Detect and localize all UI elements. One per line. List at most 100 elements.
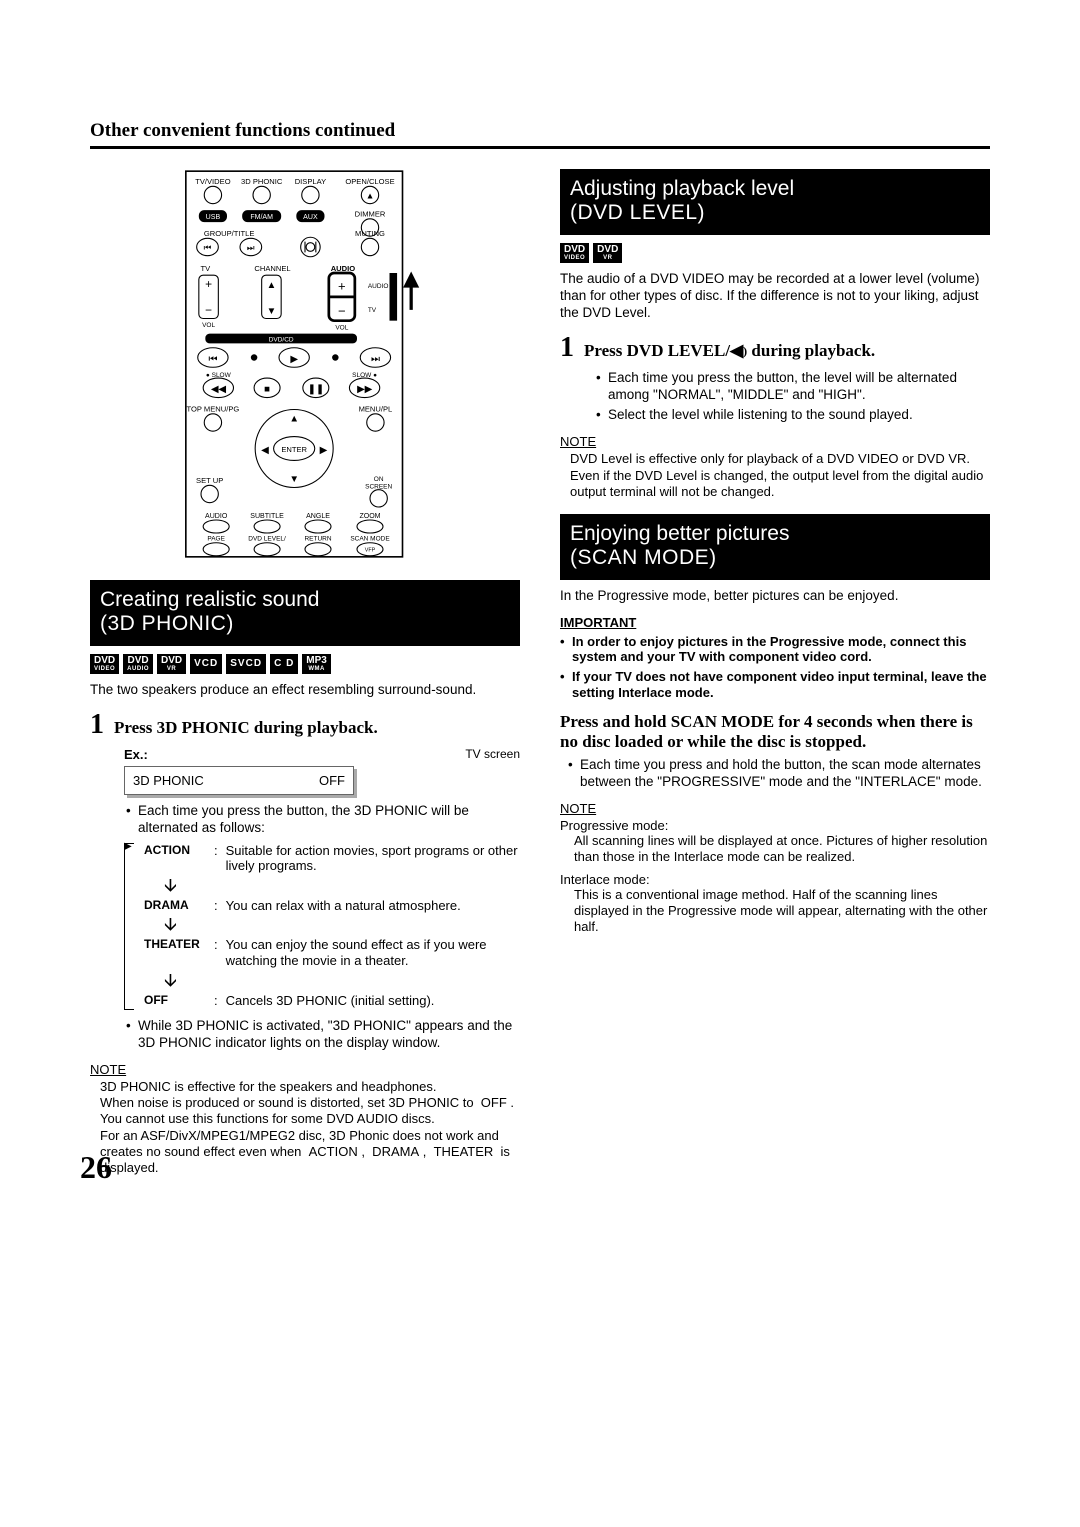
left-intro: The two speakers produce an effect resem…: [90, 682, 520, 699]
left-bullet2: While 3D PHONIC is activated, "3D PHONIC…: [138, 1018, 520, 1052]
left-badges: DVDVIDEO DVDAUDIO DVDVR VCD SVCD C D MP3…: [90, 654, 520, 674]
svg-text:AUDIO: AUDIO: [368, 283, 389, 290]
svg-text:3D PHONIC: 3D PHONIC: [241, 177, 283, 186]
right-intro: The audio of a DVD VIDEO may be recorded…: [560, 271, 990, 322]
def-desc-interlace: This is a conventional image method. Hal…: [560, 887, 990, 936]
arrow-down-icon: 🡫: [164, 876, 520, 894]
svg-text:◀◀: ◀◀: [211, 384, 226, 395]
important-list: In order to enjoy pictures in the Progre…: [560, 634, 990, 700]
band-line2: (3D PHONIC): [100, 612, 510, 636]
right-step1-heading: 1 Press DVD LEVEL/◀ during playback.: [560, 332, 990, 364]
svg-text:MENU/PL: MENU/PL: [359, 405, 393, 414]
svg-text:RETURN: RETURN: [304, 536, 331, 543]
remote-svg: TV/VIDEO 3D PHONIC DISPLAY OPEN/CLOSE ▲ …: [175, 169, 435, 559]
pointer-arrow: [406, 275, 417, 310]
svg-text:⏭: ⏭: [247, 242, 255, 252]
mode-theater: THEATER : You can enjoy the sound effect…: [144, 937, 520, 968]
step-title: Press and hold SCAN MODE for 4 seconds w…: [560, 712, 990, 751]
svg-text:■: ■: [264, 384, 270, 395]
left-note-body: 3D PHONIC is effective for the speakers …: [90, 1079, 520, 1177]
right-note-heading: NOTE: [560, 434, 990, 449]
osd-box: 3D PHONIC OFF: [124, 766, 354, 795]
remote-illustration: TV/VIDEO 3D PHONIC DISPLAY OPEN/CLOSE ▲ …: [90, 169, 520, 564]
band-line1: Enjoying better pictures: [570, 522, 980, 546]
svg-text:USB: USB: [206, 214, 221, 221]
svg-text:▲: ▲: [289, 413, 299, 424]
svg-text:MUTING: MUTING: [355, 229, 385, 238]
svg-text:⏮: ⏮: [209, 354, 218, 365]
svg-text:SET UP: SET UP: [196, 476, 223, 485]
important-item-1: In order to enjoy pictures in the Progre…: [560, 634, 990, 665]
right-badges: DVDVIDEO DVDVR: [560, 243, 990, 263]
left-note-heading: NOTE: [90, 1062, 520, 1077]
svg-text:+: +: [205, 277, 212, 291]
flow-bracket: ▶: [124, 843, 134, 1011]
svg-text:▶▶: ▶▶: [357, 384, 372, 395]
left-column: TV/VIDEO 3D PHONIC DISPLAY OPEN/CLOSE ▲ …: [90, 169, 520, 1176]
def-term-interlace: Interlace mode:: [560, 872, 990, 887]
left-step1-heading: 1 Press 3D PHONIC during playback.: [90, 709, 520, 741]
step-num: 1: [90, 709, 104, 741]
svg-text:ANGLE: ANGLE: [306, 513, 330, 520]
right-bullet-2: Select the level while listening to the …: [608, 407, 990, 424]
ex-row: Ex.: TV screen: [124, 747, 520, 762]
svg-text:▶: ▶: [320, 445, 328, 456]
left-bullet1: Each time you press the button, the 3D P…: [138, 803, 520, 837]
step-num: 1: [560, 332, 574, 364]
mode-action: ACTION : Suitable for action movies, spo…: [144, 843, 520, 874]
svg-text:⏮: ⏮: [204, 242, 212, 252]
right-bullet2: Each time you press and hold the button,…: [580, 757, 990, 791]
svg-text:+: +: [338, 278, 346, 293]
ex-tv-label: TV screen: [465, 747, 520, 762]
right-note2-heading: NOTE: [560, 801, 990, 816]
band-line1: Adjusting playback level: [570, 177, 980, 201]
sound-icon: ◀: [730, 341, 747, 360]
mode-drama: DRAMA : You can relax with a natural atm…: [144, 898, 520, 914]
mode-off: OFF : Cancels 3D PHONIC (initial setting…: [144, 993, 520, 1009]
svg-text:SCAN MODE: SCAN MODE: [350, 536, 390, 543]
svg-text:−: −: [205, 303, 212, 317]
svg-text:AUX: AUX: [303, 214, 318, 221]
section-scan-mode: Enjoying better pictures (SCAN MODE): [560, 514, 990, 580]
svg-text:PAGE: PAGE: [207, 536, 225, 543]
right-note-body: DVD Level is effective only for playback…: [560, 451, 990, 500]
svg-text:DVD LEVEL/: DVD LEVEL/: [248, 536, 286, 543]
important-heading: IMPORTANT: [560, 615, 990, 630]
svg-text:◀: ◀: [261, 445, 269, 456]
svg-text:−: −: [338, 303, 346, 318]
svg-text:▲: ▲: [267, 280, 277, 291]
section-dvd-level: Adjusting playback level (DVD LEVEL): [560, 169, 990, 235]
ex-label: Ex.:: [124, 747, 148, 762]
page-header: Other convenient functions continued: [90, 120, 990, 149]
svg-text:TV: TV: [368, 307, 377, 314]
right-column: Adjusting playback level (DVD LEVEL) DVD…: [560, 169, 990, 1176]
svg-text:ON: ON: [374, 476, 384, 483]
step-title: Press 3D PHONIC during playback.: [114, 718, 378, 738]
right-defs: Progressive mode: All scanning lines wil…: [560, 818, 990, 935]
svg-text:▲: ▲: [366, 190, 375, 200]
right-intro2: In the Progressive mode, better pictures…: [560, 588, 990, 605]
svg-text:DVD/CD: DVD/CD: [269, 336, 294, 343]
right-step2-heading: Press and hold SCAN MODE for 4 seconds w…: [560, 712, 990, 751]
svg-text:DIMMER: DIMMER: [355, 210, 386, 219]
band-line2: (DVD LEVEL): [570, 201, 980, 225]
mode-flow: ▶ ACTION : Suitable for action movies, s…: [124, 843, 520, 1011]
arrow-down-icon: 🡫: [164, 915, 520, 933]
def-term-progressive: Progressive mode:: [560, 818, 990, 833]
svg-text:▼: ▼: [289, 474, 299, 485]
svg-text:DISPLAY: DISPLAY: [295, 177, 326, 186]
arrow-right-icon: ▶: [124, 841, 132, 852]
arrow-down-icon: 🡫: [164, 971, 520, 989]
important-item-2: If your TV does not have component video…: [560, 669, 990, 700]
svg-text:OPEN/CLOSE: OPEN/CLOSE: [345, 177, 394, 186]
page-number: 26: [80, 1149, 112, 1186]
svg-text:VOL: VOL: [335, 324, 348, 331]
svg-text:⏭: ⏭: [371, 354, 380, 365]
svg-text:FM/AM: FM/AM: [250, 214, 273, 221]
svg-text:TOP MENU/PG: TOP MENU/PG: [187, 405, 240, 414]
def-desc-progressive: All scanning lines will be displayed at …: [560, 833, 990, 866]
svg-text:TV: TV: [200, 264, 211, 273]
svg-text:GROUP/TITLE: GROUP/TITLE: [204, 229, 255, 238]
svg-text:ZOOM: ZOOM: [359, 513, 380, 520]
svg-text:TV/VIDEO: TV/VIDEO: [195, 177, 230, 186]
